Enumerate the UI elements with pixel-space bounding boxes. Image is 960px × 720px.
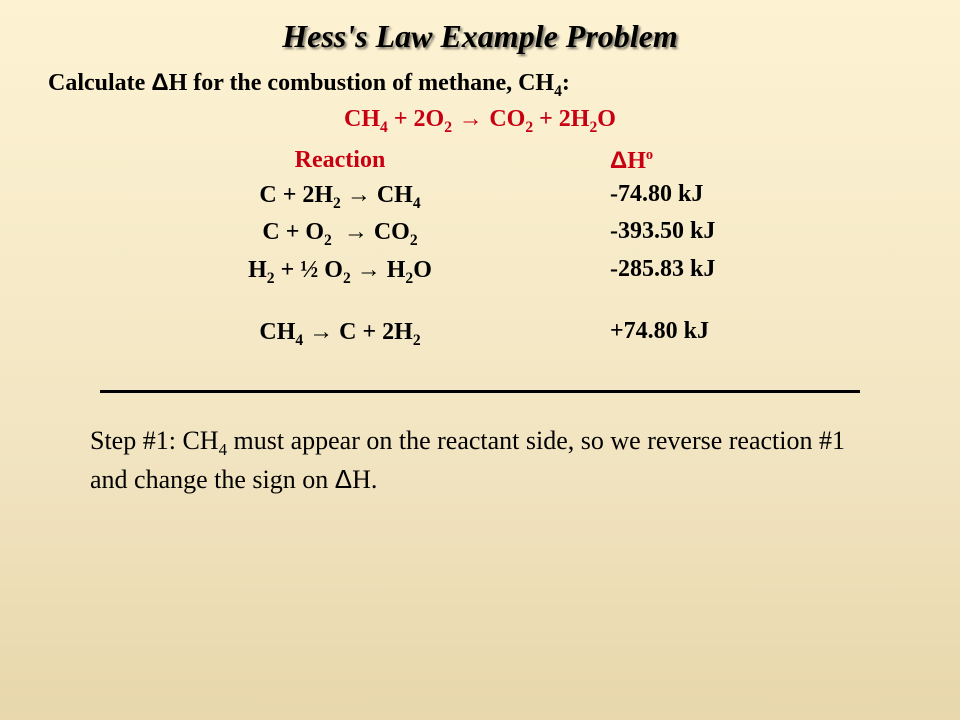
- header-dh: ΔHo: [610, 147, 830, 175]
- prompt-line: Calculate ΔH for the combustion of metha…: [0, 69, 960, 101]
- table-row: C + O2 → CO2 -393.50 kJ: [130, 218, 830, 250]
- dh-cell: -393.50 kJ: [610, 218, 830, 250]
- prompt-pre: Calculate: [48, 70, 151, 96]
- table-row: H2 + ½ O2 → H2O -285.83 kJ: [130, 256, 830, 288]
- header-sup: o: [646, 147, 653, 163]
- eq-arrow: →: [452, 105, 489, 132]
- step-explanation: Step #1: CH4 must appear on the reactant…: [0, 393, 960, 497]
- dh-cell: -285.83 kJ: [610, 256, 830, 288]
- reaction-cell: C + 2H2 → CH4: [130, 181, 550, 213]
- header-reaction: Reaction: [130, 147, 550, 175]
- step-t3: H.: [352, 465, 377, 494]
- eq-o2-sub: 2: [444, 119, 452, 136]
- eq-o: O: [597, 106, 616, 132]
- reaction-cell: H2 + ½ O2 → H2O: [130, 256, 550, 288]
- reversed-row: CH4 → C + 2H2 +74.80 kJ: [130, 318, 830, 350]
- step-t1: Step #1: CH: [90, 426, 219, 455]
- reaction-cell: CH4 → C + 2H2: [130, 318, 550, 350]
- step-sub: 4: [219, 440, 227, 459]
- eq-ch: CH: [344, 106, 380, 132]
- eq-co: CO: [489, 106, 525, 132]
- eq-ch4-sub: 4: [380, 119, 388, 136]
- eq-plus-o2: + 2O: [388, 106, 444, 132]
- reaction-cell: C + O2 → CO2: [130, 218, 550, 250]
- dh-cell: +74.80 kJ: [610, 318, 830, 350]
- table-header: Reaction ΔHo: [130, 147, 830, 175]
- header-delta: Δ: [610, 147, 627, 174]
- prompt-sub: 4: [554, 83, 562, 100]
- dh-cell: -74.80 kJ: [610, 181, 830, 213]
- reactions-table: Reaction ΔHo C + 2H2 → CH4 -74.80 kJ C +…: [130, 147, 830, 350]
- eq-plus-h2o: + 2H: [533, 106, 589, 132]
- header-h: H: [627, 148, 646, 174]
- prompt-post: H for the combustion of methane, CH: [169, 70, 555, 96]
- target-equation: CH4 + 2O2 → CO2 + 2H2O: [0, 105, 960, 137]
- table-row: C + 2H2 → CH4 -74.80 kJ: [130, 181, 830, 213]
- delta-symbol: Δ: [151, 69, 168, 96]
- slide-title: Hess's Law Example Problem: [0, 0, 960, 55]
- step-delta: Δ: [335, 464, 352, 494]
- eq-co2-sub: 2: [525, 119, 533, 136]
- prompt-colon: :: [562, 70, 570, 96]
